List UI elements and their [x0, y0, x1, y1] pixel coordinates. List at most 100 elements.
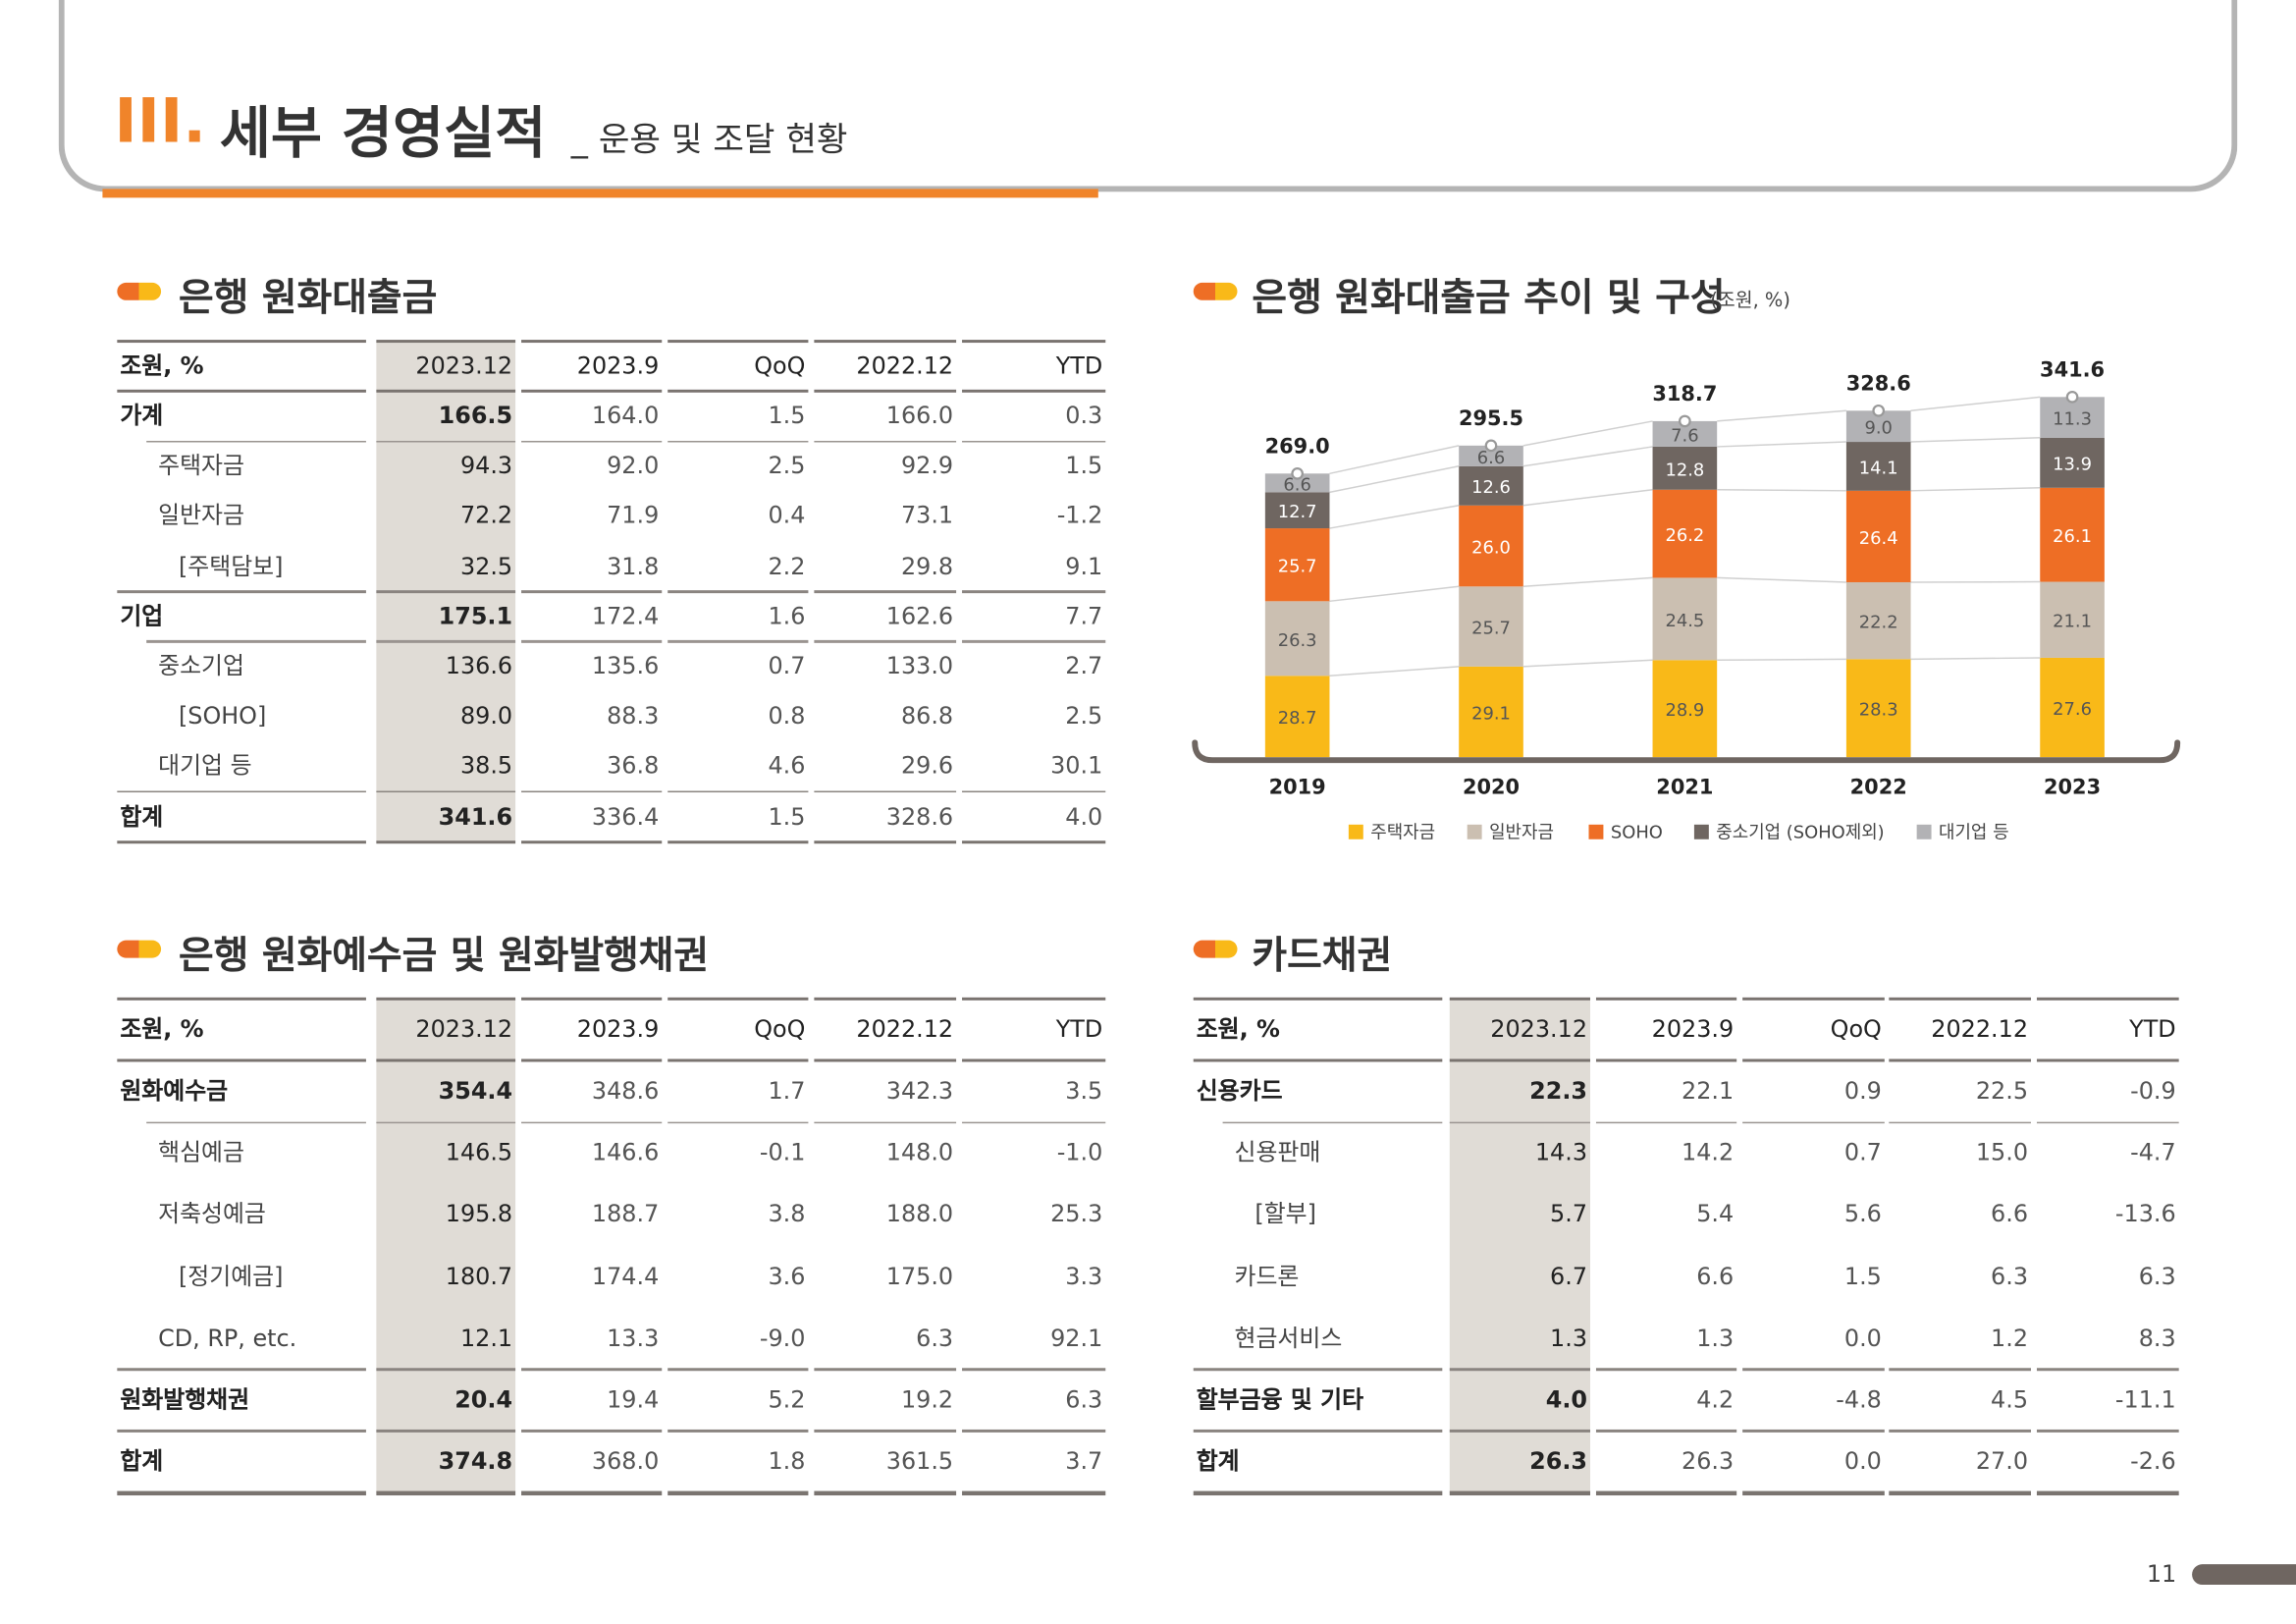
header-title: 세부 경영실적 [219, 100, 547, 166]
column-header: 2023.9 [576, 352, 660, 380]
rule [2036, 1058, 2179, 1062]
cell-value: 20.4 [454, 1385, 513, 1414]
rule [962, 1490, 1106, 1495]
cell-value: 22.1 [1682, 1076, 1735, 1105]
rule [814, 440, 957, 443]
rule [962, 997, 1106, 1001]
rule [521, 440, 663, 443]
cell-value: 13.3 [607, 1324, 660, 1352]
column-header: QoQ [754, 1014, 806, 1044]
rule [1449, 1121, 1590, 1123]
bar-segment [1264, 528, 1330, 602]
cell-value: 348.6 [591, 1076, 660, 1105]
section-title: 은행 원화예수금 및 원화발행채권 [178, 934, 710, 979]
row-label: 합계 [120, 801, 164, 831]
cell-value: 3.6 [768, 1262, 806, 1290]
column-header: 2023.9 [576, 1014, 660, 1044]
cell-value: 1.3 [1696, 1324, 1735, 1352]
rule [117, 1430, 366, 1433]
segment-label: 12.8 [1665, 460, 1704, 480]
cell-value: 1.5 [768, 401, 806, 430]
header-label: 조원, % [1196, 1014, 1280, 1044]
rule [376, 997, 516, 1001]
rule [521, 640, 663, 643]
cell-value: 166.0 [885, 401, 954, 430]
rule [521, 1430, 663, 1433]
cell-value: 31.8 [607, 551, 660, 580]
cell-value: 3.7 [1065, 1447, 1103, 1476]
cell-value: 4.5 [1991, 1385, 2029, 1414]
row-label: [SOHO] [178, 701, 267, 731]
bar-segment [1652, 577, 1718, 661]
rule [1742, 1058, 1885, 1062]
rule [117, 389, 366, 393]
rule [1595, 1058, 1737, 1062]
rule [376, 1430, 516, 1433]
column-header: QoQ [1830, 1014, 1882, 1044]
cell-value: 89.0 [459, 701, 513, 731]
rule [962, 1368, 1106, 1371]
bar-segment [1459, 445, 1523, 466]
bar-segment [1845, 490, 1911, 582]
cell-value: 92.0 [607, 451, 660, 480]
row-label: 카드론 [1234, 1262, 1300, 1290]
bar-segment [1264, 492, 1330, 529]
cell-value: 4.0 [1065, 801, 1103, 831]
total-label: 269.0 [1265, 434, 1330, 458]
connector [1329, 666, 1460, 677]
segment-label: 6.6 [1477, 448, 1505, 468]
axis-line [1192, 739, 2181, 764]
rule [667, 1121, 809, 1123]
cell-value: 86.8 [900, 701, 954, 731]
rule [521, 1121, 663, 1123]
connector [1910, 487, 2041, 492]
segment-label: 26.1 [2053, 526, 2092, 547]
cell-value: 92.1 [1050, 1324, 1103, 1352]
cell-value: 195.8 [445, 1200, 513, 1228]
cell-value: 1.5 [1065, 451, 1103, 480]
cell-value: 146.6 [591, 1138, 660, 1166]
rule [521, 997, 663, 1001]
column-header: 2022.12 [1931, 1014, 2029, 1044]
rule [376, 1490, 516, 1495]
cell-value: 148.0 [885, 1138, 954, 1166]
connector [1329, 465, 1460, 494]
section-title: 은행 원화대출금 [178, 276, 438, 321]
cell-value: -13.6 [2114, 1200, 2176, 1228]
cell-value: 0.0 [1843, 1324, 1882, 1352]
segment-label: 22.2 [1859, 613, 1898, 633]
cell-value: 19.2 [900, 1385, 954, 1414]
rule [1742, 1430, 1885, 1433]
cell-value: 4.0 [1545, 1385, 1588, 1414]
rule [667, 440, 809, 443]
cell-value: 374.8 [438, 1447, 513, 1476]
total-marker [1679, 414, 1691, 428]
connector [1717, 409, 1846, 422]
bar-segment [1264, 676, 1330, 758]
segment-label: 29.1 [1471, 703, 1511, 724]
cell-value: 2.5 [768, 451, 806, 480]
segment-label: 6.6 [1283, 474, 1310, 495]
row-label: [정기예금] [178, 1262, 284, 1290]
rule [1595, 1368, 1737, 1371]
rule [962, 839, 1106, 844]
header-subtitle: _ 운용 및 조달 현황 [570, 121, 848, 160]
cell-value: 92.9 [900, 451, 954, 480]
connector [1329, 585, 1460, 603]
connector [1717, 658, 1846, 662]
rule [1222, 1121, 1443, 1123]
rule [1193, 1490, 1443, 1495]
total-marker [1872, 404, 1886, 417]
row-label: [주택담보] [178, 551, 284, 580]
rule [376, 590, 516, 593]
page-number: 11 [2146, 1559, 2177, 1589]
bar-segment [1459, 505, 1523, 587]
rule [376, 440, 516, 443]
rule [2036, 1368, 2179, 1371]
cell-value: 175.0 [885, 1262, 954, 1290]
cell-value: 71.9 [607, 501, 660, 530]
connector [1910, 657, 2041, 661]
rule [962, 790, 1106, 793]
